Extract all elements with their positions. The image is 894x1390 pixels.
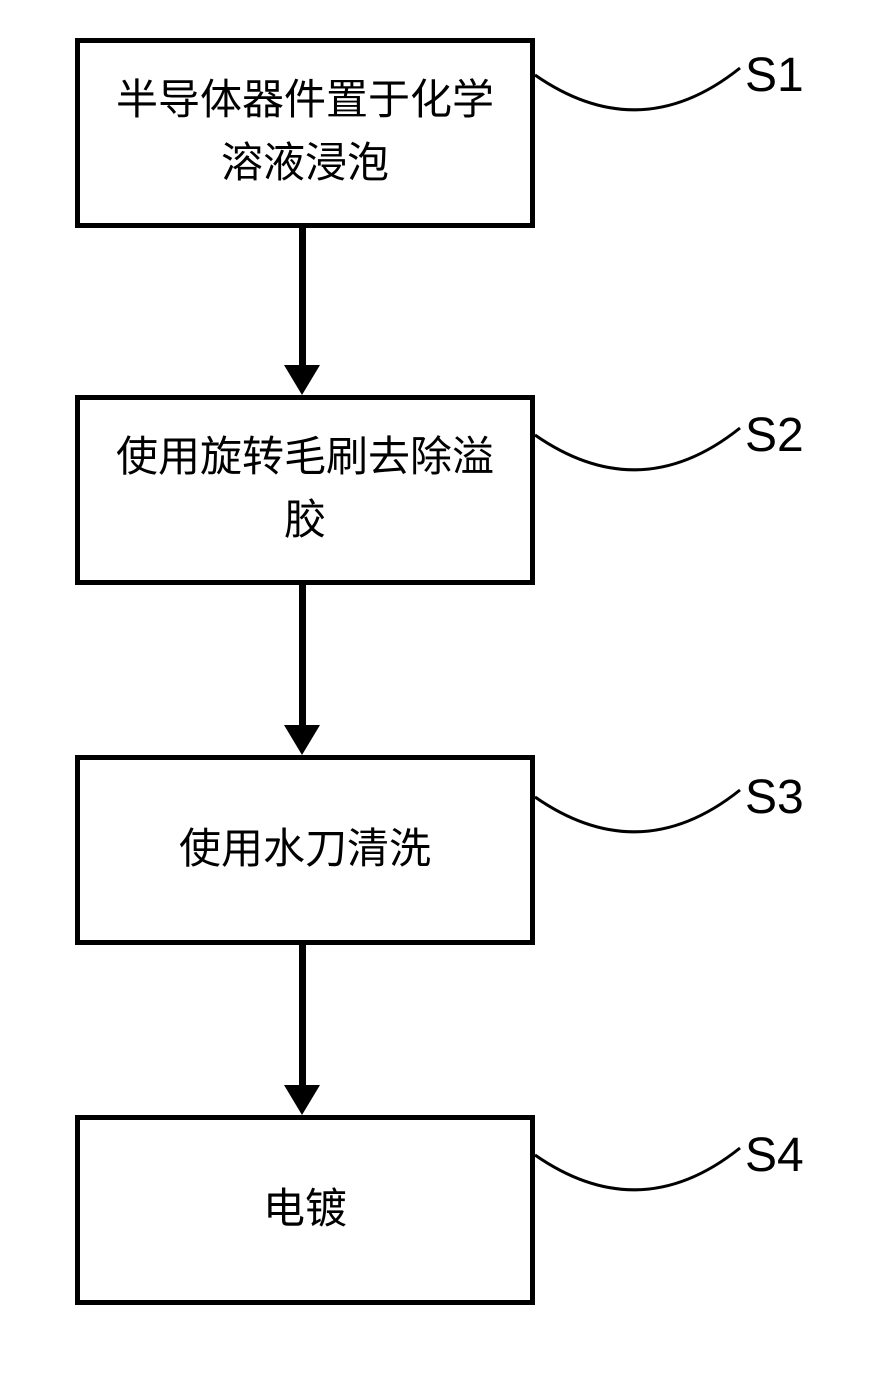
arrow-head-1 <box>284 365 320 395</box>
label-connector-s4 <box>535 1118 750 1218</box>
label-connector-s1 <box>535 38 750 138</box>
step-text-s3: 使用水刀清洗 <box>169 809 441 892</box>
step-text-line1-s4: 电镀 <box>263 1187 347 1233</box>
arrow-head-2 <box>284 725 320 755</box>
arrow-line-2 <box>299 585 306 725</box>
step-box-s3: 使用水刀清洗 <box>75 755 535 945</box>
step-text-line1-s1: 半导体器件置于化学 <box>116 78 494 124</box>
label-connector-s3 <box>535 760 750 860</box>
arrow-head-3 <box>284 1085 320 1115</box>
step-box-s2: 使用旋转毛刷去除溢 胶 <box>75 395 535 585</box>
step-label-s3: S3 <box>745 770 804 825</box>
step-label-s1: S1 <box>745 48 804 103</box>
arrow-line-3 <box>299 945 306 1085</box>
step-text-s4: 电镀 <box>253 1169 357 1252</box>
step-text-s1: 半导体器件置于化学 溶液浸泡 <box>106 60 504 206</box>
step-box-s4: 电镀 <box>75 1115 535 1305</box>
step-text-line1-s2: 使用旋转毛刷去除溢 <box>116 435 494 481</box>
step-text-line2-s2: 胶 <box>284 498 326 544</box>
step-text-line1-s3: 使用水刀清洗 <box>179 827 431 873</box>
arrow-line-1 <box>299 228 306 365</box>
flowchart-container: 半导体器件置于化学 溶液浸泡 S1 使用旋转毛刷去除溢 胶 S2 使用水刀清洗 … <box>0 0 894 1390</box>
step-label-s2: S2 <box>745 408 804 463</box>
step-text-line2-s1: 溶液浸泡 <box>221 141 389 187</box>
step-label-s4: S4 <box>745 1128 804 1183</box>
step-box-s1: 半导体器件置于化学 溶液浸泡 <box>75 38 535 228</box>
step-text-s2: 使用旋转毛刷去除溢 胶 <box>106 417 504 563</box>
label-connector-s2 <box>535 398 750 498</box>
